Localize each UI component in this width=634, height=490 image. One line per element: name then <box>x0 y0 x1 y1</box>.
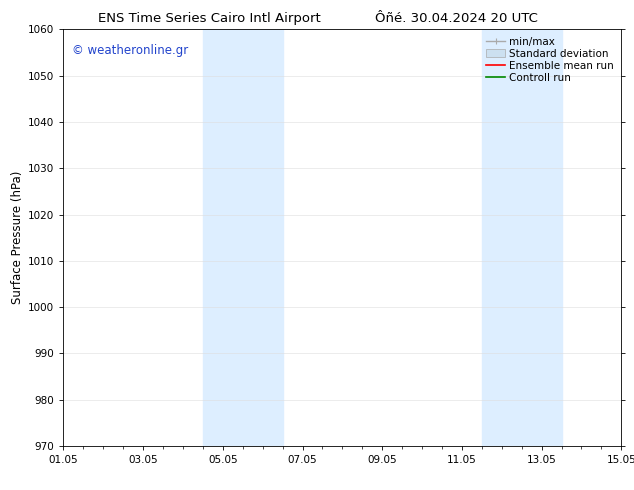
Text: © weatheronline.gr: © weatheronline.gr <box>72 44 188 57</box>
Y-axis label: Surface Pressure (hPa): Surface Pressure (hPa) <box>11 171 24 304</box>
Bar <box>203 29 283 446</box>
Text: ENS Time Series Cairo Intl Airport: ENS Time Series Cairo Intl Airport <box>98 12 321 25</box>
Legend: min/max, Standard deviation, Ensemble mean run, Controll run: min/max, Standard deviation, Ensemble me… <box>484 35 616 85</box>
Text: Ôñé. 30.04.2024 20 UTC: Ôñé. 30.04.2024 20 UTC <box>375 12 538 25</box>
Bar <box>482 29 562 446</box>
